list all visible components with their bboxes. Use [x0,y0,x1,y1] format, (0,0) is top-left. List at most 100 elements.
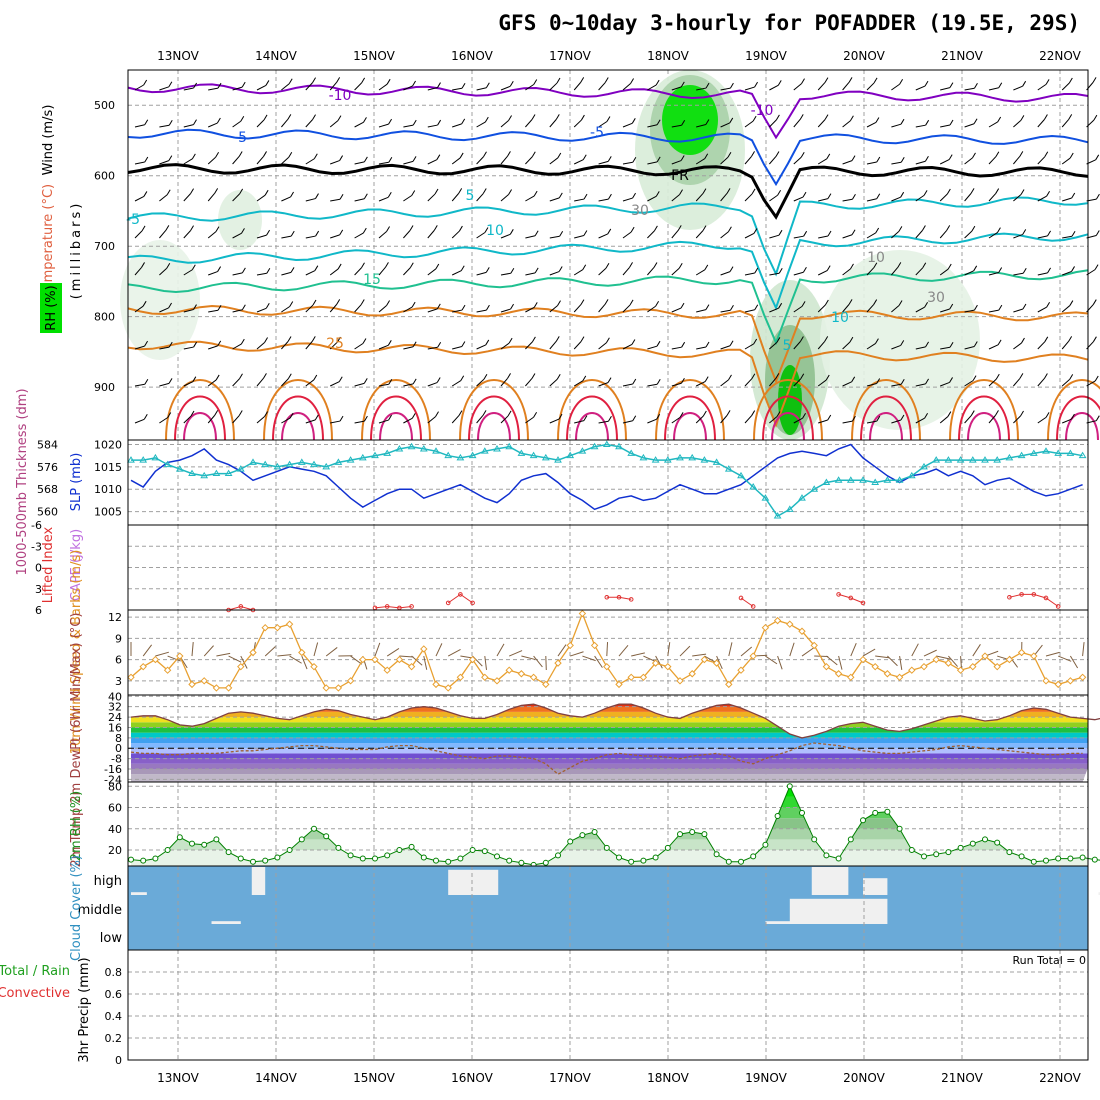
wind-barb [915,124,926,128]
wind-barb [134,161,145,165]
wind-barb [525,156,533,165]
slp-thickness-panel: 1020 584 1015 576 1010 568 1005 560 [37,438,1089,526]
wind10m-marker [359,655,367,664]
wind-barb [817,379,827,387]
wind-barb-flag [1094,264,1099,270]
rh2m-point [1055,855,1062,862]
rh2m-axis-label: 2m RH (%) [69,791,84,862]
wind-barb [891,123,902,128]
thickness-marker [578,447,587,454]
wind-barb-flag [240,115,245,122]
wind-barb-flag [996,227,1001,233]
wind-barb [573,380,584,387]
contour-label: FR [671,168,689,184]
wind-barb-flag [607,156,612,162]
wind-barb [1013,194,1022,202]
wind-barb [793,305,803,313]
wind-barb [891,83,900,91]
wind-barb [427,308,438,313]
upper-air-legend: Wind (m/s) Temperature (°C) RH (%) (mill… [40,105,84,333]
wind-barb [451,157,461,165]
cloud-cover-panel: high middle low [78,865,1100,951]
wind-barb [403,230,411,239]
wind-barb [159,382,170,387]
wind10m-barb [325,647,338,657]
wind-barb-flag [604,299,609,305]
wind-barb [378,267,386,276]
surface-isotherm-loop [370,395,422,441]
wind-barb [403,195,413,202]
contour-label: 25 [326,336,344,352]
wind-barb-flag [728,374,732,381]
pressure-tick-label: 500 [94,99,115,112]
wind-barb [232,120,242,128]
wind-barb [720,309,731,313]
rh2m-point [750,853,757,860]
wind10m-marker [395,655,404,664]
wind-barb-flag [339,194,344,200]
wind-tick-label: 6 [115,654,122,667]
rh2m-point [762,841,769,848]
wind-barb [525,272,536,276]
wind-barb-flag [263,151,267,157]
thickness-marker [1017,451,1026,459]
rh2m-point [213,836,220,843]
thickness-marker [981,456,989,463]
wind-barb-flag [507,410,512,417]
rh2m-point [420,854,427,861]
wind-barb [476,415,484,424]
thickness-marker [932,456,941,463]
wind-barb-flag [604,77,609,83]
surface-isotherm-loop [566,395,618,441]
wind-barb [793,341,801,350]
thickness-marker [188,469,196,477]
wind10m-marker [346,677,355,685]
wind-barb [525,416,534,424]
lifted-index-point [1055,604,1061,609]
wind-barb-flag [801,78,805,84]
wind-barb [939,230,948,239]
wind-barb [232,343,242,350]
wind-barb-flag [973,265,978,272]
wind10m-marker [176,652,184,660]
wind-barb [354,161,365,165]
wind-barb-flag [1095,154,1100,161]
contour-label: 5 [783,338,792,354]
wind-barb-flag [168,155,173,161]
wind-barb [891,344,901,350]
thickness-marker [627,449,636,456]
rh2m-point [896,825,903,832]
cloud-level-label: low [100,931,123,946]
precip-panel: 0.8 0.6 0.4 0.2 0 [105,949,1089,1067]
thickness-marker [920,462,928,470]
wind-barb [769,342,778,350]
wind-barb-flag [851,155,856,161]
wind-barb-flag [241,304,246,311]
wind-barb [476,193,484,202]
wind-barb-flag [165,225,170,231]
wind-barb [988,309,999,313]
wind-barb [1037,119,1045,128]
thickness-marker [480,447,489,454]
rh2m-point [201,841,208,848]
wind-barb [598,82,606,91]
wind-barb [232,193,240,202]
wind-barb-flag [705,304,710,310]
wind-barb-flag [656,340,661,347]
wind-barb-flag [433,225,438,231]
wind-barb-flag [290,267,295,273]
wind10m-marker [651,659,660,667]
rh2m-point [1067,855,1074,862]
thickness-marker [566,451,575,459]
wind-barb [329,381,340,387]
wind-barb-flag [972,375,977,381]
wind-barb-flag [605,262,610,269]
wind-barb-flag [484,116,489,123]
wind10m-marker [1005,655,1014,664]
wind10m-barb [728,642,733,657]
wind-barb [744,233,755,239]
wind-barb-flag [924,412,929,419]
wind-barb [208,345,218,350]
wind-barb [939,159,950,165]
wind-barb-flag [508,189,513,195]
